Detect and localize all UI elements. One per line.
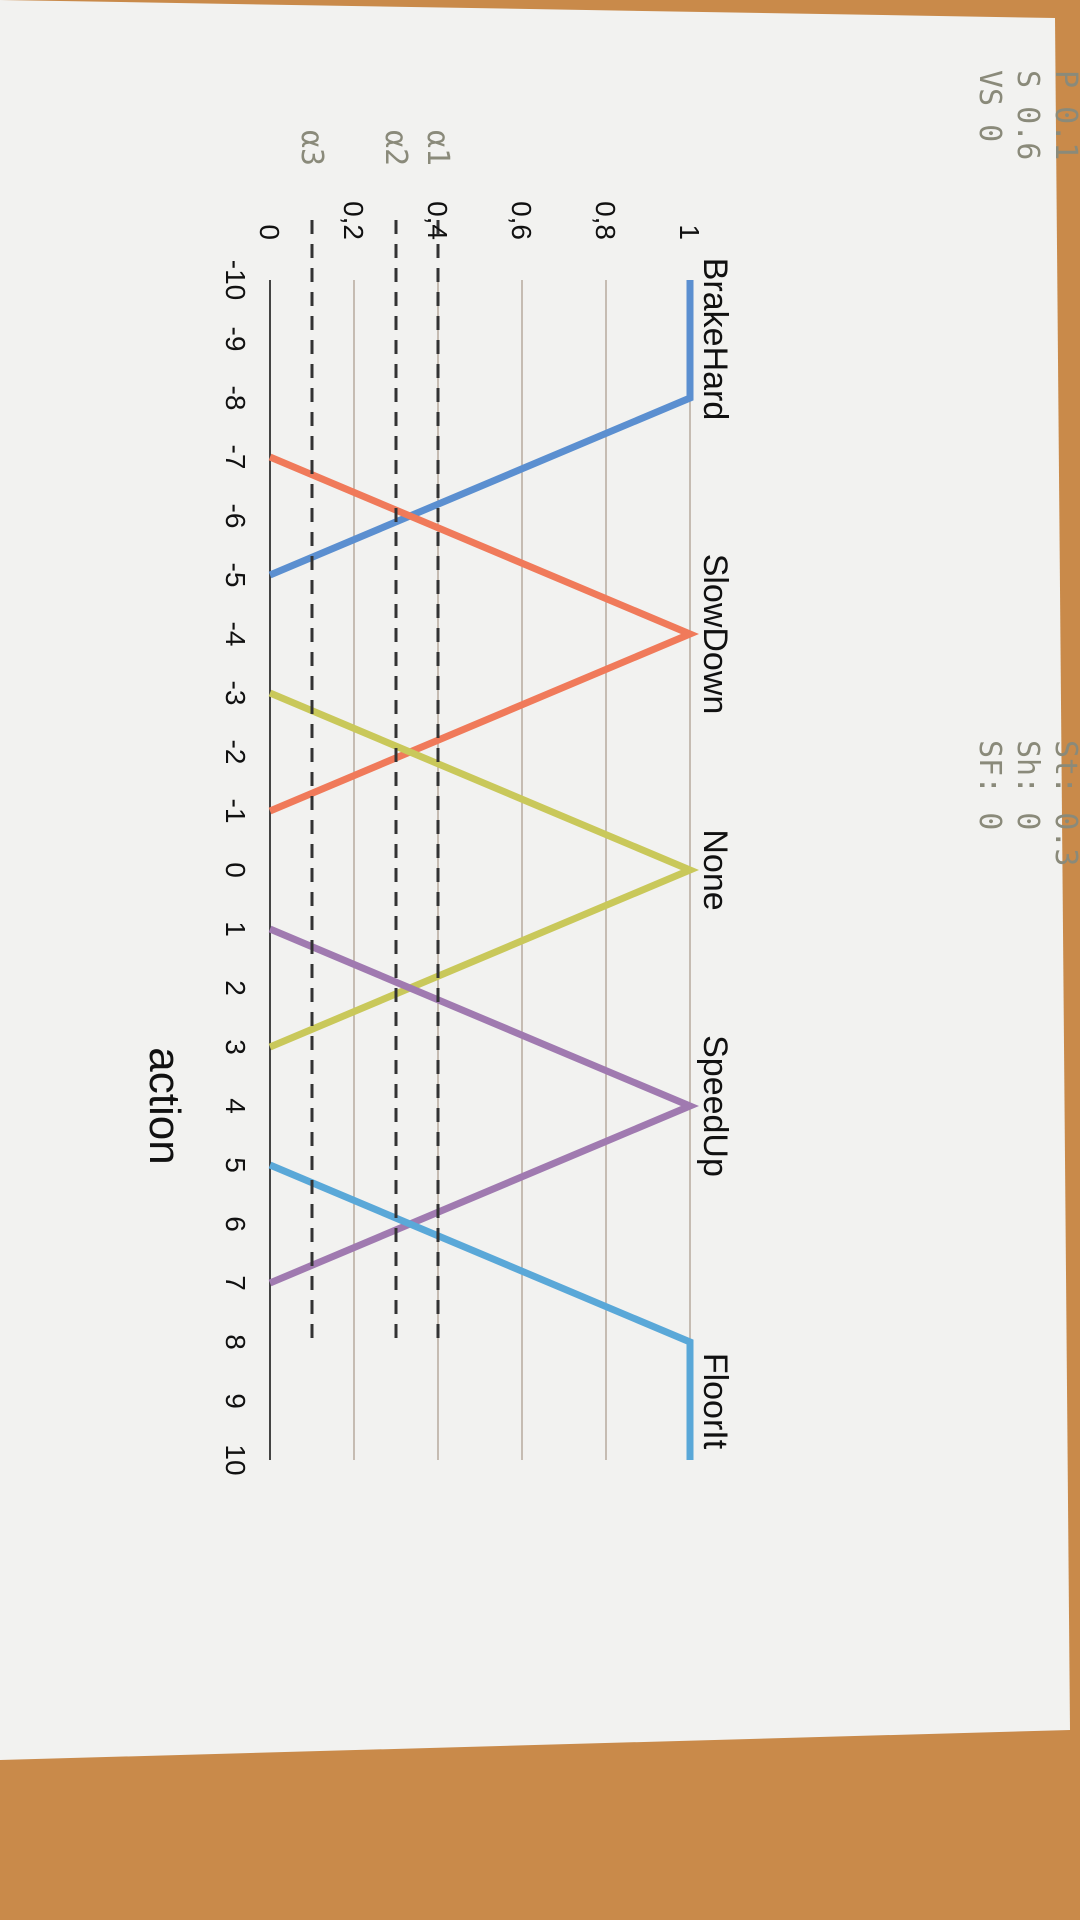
y-tick-label: 0,8 — [590, 201, 621, 240]
series-label: BrakeHard — [696, 258, 734, 421]
x-tick-label: -3 — [220, 681, 251, 706]
x-tick-label: -6 — [220, 504, 251, 529]
x-tick-label: -5 — [220, 563, 251, 588]
x-tick-label: 3 — [220, 1039, 251, 1055]
handwritten-note-line: VS 0 — [972, 70, 1007, 142]
x-tick-label: -9 — [220, 327, 251, 352]
cut-level-label: α3 — [294, 130, 329, 166]
x-tick-label: 2 — [220, 980, 251, 996]
x-tick-label: 6 — [220, 1216, 251, 1232]
x-tick-label: -4 — [220, 622, 251, 647]
cut-level-label: α2 — [378, 130, 413, 166]
handwritten-note-line: S 0.6 — [1010, 70, 1045, 160]
x-tick-label: 1 — [220, 921, 251, 937]
x-axis-label: action — [140, 1047, 189, 1164]
x-tick-label: -2 — [220, 740, 251, 765]
handwritten-notes-left: VS 0S 0.6P 0.1B 0VB 0 — [972, 70, 1080, 160]
y-tick-label: 0,4 — [422, 201, 453, 240]
series-label: SlowDown — [696, 554, 734, 715]
y-tick-label: 1 — [674, 224, 705, 240]
cut-level-label: α1 — [420, 130, 455, 166]
series-label: SpeedUp — [696, 1035, 734, 1177]
x-tick-label: -10 — [220, 260, 251, 300]
y-tick-label: 0,2 — [338, 201, 369, 240]
series-line-floorit — [268, 1161, 694, 1460]
x-tick-label: 7 — [220, 1275, 251, 1291]
handwritten-note-line: St: 0.3 — [1048, 740, 1080, 866]
y-tick-label: 0,6 — [506, 201, 537, 240]
x-tick-label: 8 — [220, 1334, 251, 1350]
handwritten-note-line: Sh: 0 — [1010, 740, 1045, 830]
series-label: None — [696, 829, 734, 910]
x-tick-label: -7 — [220, 445, 251, 470]
x-tick-label: 5 — [220, 1157, 251, 1173]
series-label: FloorIt — [696, 1353, 734, 1450]
x-tick-label: 4 — [220, 1098, 251, 1114]
x-tick-label: -8 — [220, 386, 251, 411]
x-tick-label: 10 — [220, 1444, 251, 1475]
paper-sheet — [0, 0, 1070, 1760]
x-tick-label: 9 — [220, 1393, 251, 1409]
handwritten-notes-right: SF: 0Sh: 0St: 0.3G: 0.4GF: 0 — [972, 740, 1080, 866]
x-tick-label: -1 — [220, 799, 251, 824]
y-tick-label: 0 — [254, 224, 285, 240]
handwritten-note-line: P 0.1 — [1048, 70, 1080, 160]
x-tick-label: 0 — [220, 862, 251, 878]
handwritten-note-line: SF: 0 — [972, 740, 1007, 830]
